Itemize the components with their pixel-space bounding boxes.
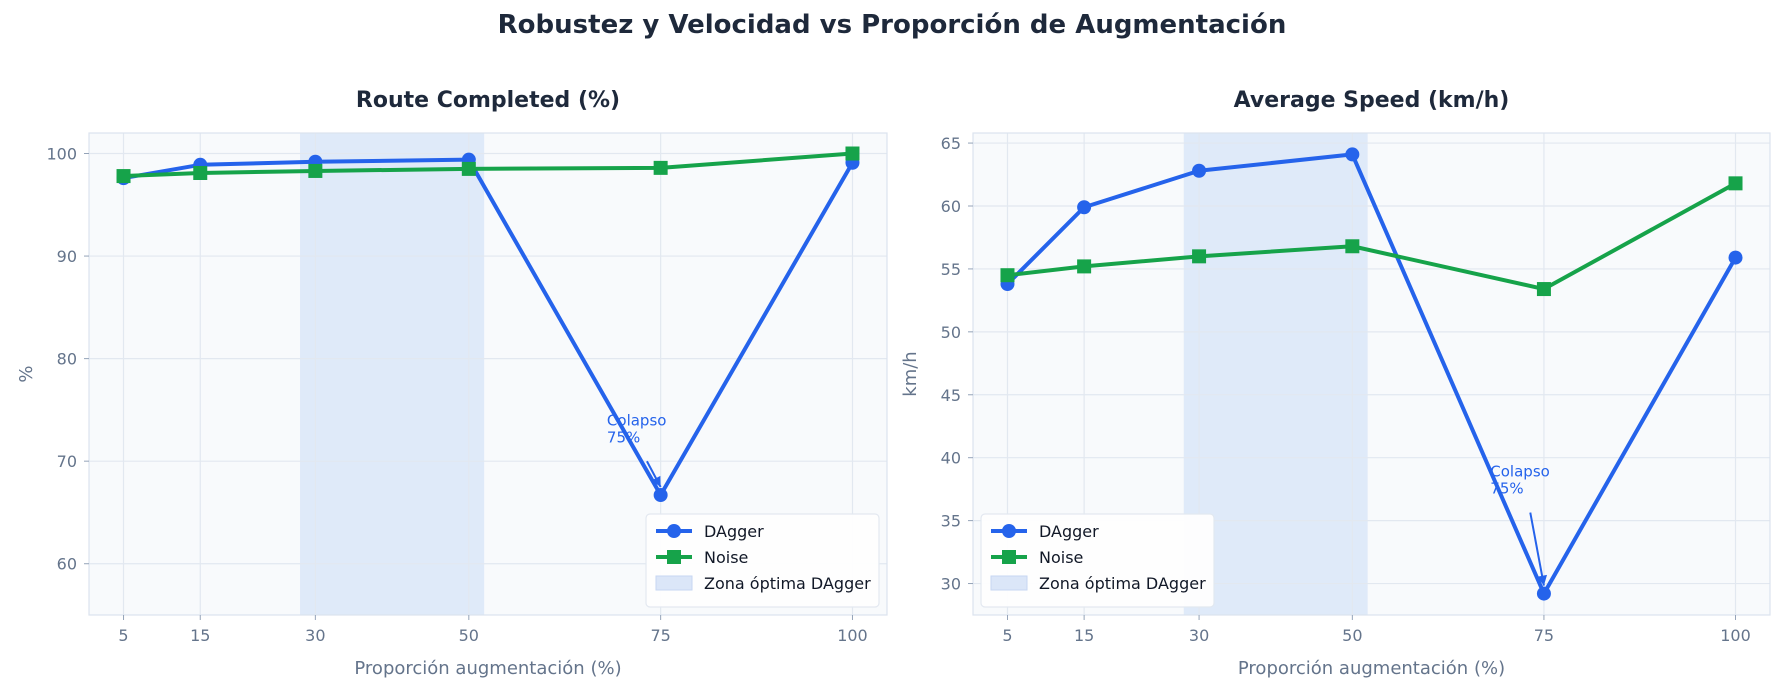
optimal-zone-band bbox=[300, 133, 485, 615]
data-point-dagger bbox=[1536, 586, 1551, 601]
x-tick-label: 75 bbox=[1534, 626, 1554, 645]
data-point-noise bbox=[193, 165, 208, 180]
legend-box bbox=[645, 513, 880, 608]
data-point-noise bbox=[845, 146, 860, 161]
series-line-noise bbox=[1007, 181, 1737, 292]
data-point-noise bbox=[1077, 259, 1092, 274]
annotation-arrow-head bbox=[1537, 574, 1548, 586]
series-line-noise bbox=[123, 151, 853, 179]
legend-label: Noise bbox=[704, 548, 748, 567]
data-point-noise bbox=[116, 169, 131, 184]
legend-swatch-marker bbox=[667, 524, 681, 538]
series-line-dagger bbox=[1006, 152, 1738, 596]
data-point-noise bbox=[1345, 239, 1360, 254]
data-point-noise bbox=[1536, 282, 1551, 297]
y-axis-label: % bbox=[16, 365, 37, 382]
x-tick-label: 50 bbox=[459, 626, 479, 645]
data-point-dagger bbox=[1728, 250, 1743, 265]
legend-swatch-marker bbox=[667, 550, 681, 564]
y-tick-label: 60 bbox=[941, 197, 961, 216]
data-point-noise bbox=[1000, 268, 1015, 283]
y-tick-label: 90 bbox=[57, 247, 77, 266]
legend: DAgger Noise Zona óptima DAgger bbox=[980, 513, 1215, 608]
y-tick-label: 65 bbox=[941, 134, 961, 153]
legend-swatch-marker bbox=[1002, 524, 1016, 538]
y-tick-label: 50 bbox=[941, 323, 961, 342]
x-axis-label: Proporción augmentación (%) bbox=[1238, 658, 1505, 679]
y-axis-label: km/h bbox=[900, 351, 921, 396]
y-tick-label: 45 bbox=[941, 386, 961, 405]
x-tick-label: 15 bbox=[190, 626, 210, 645]
chart-panel-1: 5 15 30 50 75 100 60 70 80 90 100 Route Completed (… bbox=[16, 88, 888, 679]
x-tick-label: 15 bbox=[1074, 626, 1094, 645]
data-point-noise bbox=[1728, 176, 1743, 191]
y-tick-label: 60 bbox=[57, 555, 77, 574]
annotation-arrow bbox=[1529, 512, 1545, 586]
y-tick-label: 55 bbox=[941, 260, 961, 279]
y-tick-label: 70 bbox=[57, 452, 77, 471]
y-tick-label: 30 bbox=[941, 575, 961, 594]
legend-swatch-zone bbox=[655, 575, 693, 591]
data-point-dagger bbox=[1345, 147, 1360, 162]
y-tick-label: 80 bbox=[57, 350, 77, 369]
x-tick-label: 100 bbox=[1720, 626, 1751, 645]
x-tick-label: 30 bbox=[305, 626, 325, 645]
data-point-noise bbox=[653, 160, 668, 175]
legend-swatch-zone bbox=[990, 575, 1028, 591]
annotation-text: 75% bbox=[607, 428, 640, 446]
data-point-noise bbox=[461, 161, 476, 176]
legend-label: DAgger bbox=[1039, 522, 1099, 541]
legend-label: Noise bbox=[1039, 548, 1083, 567]
legend-label: DAgger bbox=[704, 522, 764, 541]
data-point-noise bbox=[1192, 249, 1207, 264]
x-tick-label: 100 bbox=[837, 626, 868, 645]
x-tick-label: 30 bbox=[1189, 626, 1209, 645]
legend: DAgger Noise Zona óptima DAgger bbox=[645, 513, 880, 608]
annotation-text: Colapso bbox=[1490, 463, 1550, 481]
panel-title: Route Completed (%) bbox=[356, 88, 620, 113]
plot-frame bbox=[88, 132, 888, 616]
annotation-text: 75% bbox=[1490, 480, 1523, 498]
y-tick-label: 40 bbox=[941, 449, 961, 468]
legend-swatch-marker bbox=[1002, 550, 1016, 564]
x-tick-label: 50 bbox=[1342, 626, 1362, 645]
y-tick-label: 100 bbox=[46, 145, 77, 164]
legend-box bbox=[980, 513, 1215, 608]
data-point-dagger bbox=[1192, 163, 1207, 178]
x-axis-label: Proporción augmentación (%) bbox=[354, 658, 621, 679]
x-tick-label: 5 bbox=[118, 626, 128, 645]
data-point-dagger bbox=[653, 488, 668, 503]
x-tick-label: 75 bbox=[650, 626, 670, 645]
chart-panel-2: 5 15 30 50 75 100 30 35 40 45 50 55 60 65 Average Spee… bbox=[900, 88, 1771, 679]
x-tick-label: 5 bbox=[1002, 626, 1012, 645]
series-line-dagger bbox=[123, 157, 855, 498]
legend-label: Zona óptima DAgger bbox=[704, 574, 871, 593]
plot-frame bbox=[972, 132, 1771, 616]
annotation-text: Colapso bbox=[607, 411, 667, 429]
data-point-noise bbox=[308, 163, 323, 178]
main-title: Robustez y Velocidad vs Proporción de Au… bbox=[497, 10, 1287, 40]
annotation-arrow-head bbox=[651, 475, 661, 488]
data-point-dagger bbox=[1077, 200, 1092, 215]
y-tick-label: 35 bbox=[941, 512, 961, 531]
legend-label: Zona óptima DAgger bbox=[1039, 574, 1206, 593]
panel-title: Average Speed (km/h) bbox=[1234, 88, 1510, 113]
